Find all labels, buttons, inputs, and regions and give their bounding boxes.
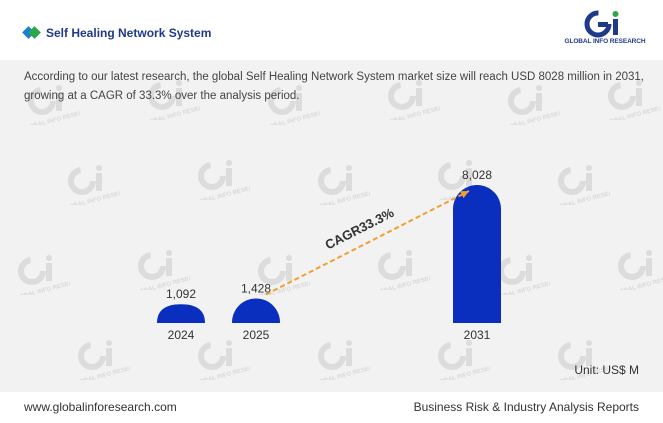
footer-tagline: Business Risk & Industry Analysis Report… xyxy=(413,400,639,414)
cagr-arrow-head-icon xyxy=(460,191,469,199)
watermark-logo: GLOBAL INFO RESEARCH xyxy=(600,80,663,128)
category-label-2031: 2031 xyxy=(464,328,491,342)
bar-2024 xyxy=(157,304,205,323)
watermark-logo: GLOBAL INFO RESEARCH xyxy=(610,250,663,298)
chart-panel: GLOBAL INFO RESEARCH GLOBAL INFO RESEARCH… xyxy=(0,60,663,392)
cagr-annotation: CAGR33.3% xyxy=(323,205,397,253)
website-link[interactable]: www.globalinforesearch.com xyxy=(24,400,177,414)
title-wrap: Self Healing Network System xyxy=(22,26,212,40)
bar-2031 xyxy=(453,185,501,323)
page-title: Self Healing Network System xyxy=(46,26,212,40)
value-label-2024: 1,092 xyxy=(166,287,196,301)
category-label-2025: 2025 xyxy=(243,328,270,342)
company-logo: GLOBAL INFO RESEARCH xyxy=(560,10,650,50)
unit-label: Unit: US$ M xyxy=(574,363,639,377)
header: Self Healing Network System GLOBAL INFO … xyxy=(0,0,663,60)
logo-text: GLOBAL INFO RESEARCH xyxy=(564,38,646,45)
cagr-arrow-line xyxy=(265,190,470,296)
bar-2025 xyxy=(232,298,280,323)
category-label-2024: 2024 xyxy=(168,328,195,342)
footer: www.globalinforesearch.com Business Risk… xyxy=(0,392,663,423)
value-label-2031: 8,028 xyxy=(462,168,492,182)
logo-mark-icon xyxy=(584,10,619,38)
description-text: According to our latest research, the gl… xyxy=(24,71,645,102)
value-label-2025: 1,428 xyxy=(241,281,271,295)
